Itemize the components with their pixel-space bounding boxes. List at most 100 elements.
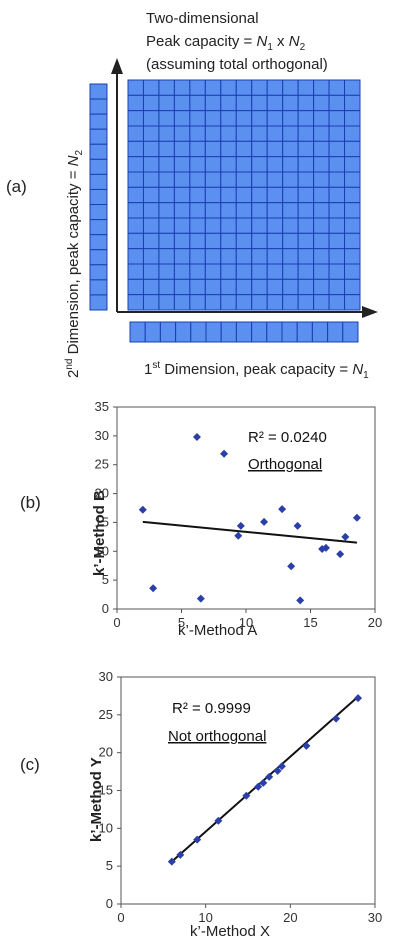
x-strip-cell (129, 321, 146, 343)
panel-b-plot-area: 0 5 10 15 20 25 30 35 0 5 10 15 20 (95, 399, 383, 630)
main-grid-cell (282, 217, 299, 234)
x-tick-label: 20 (368, 615, 382, 630)
data-point (352, 513, 361, 522)
main-grid-cell (235, 263, 253, 280)
main-grid-cell (173, 217, 191, 234)
x-strip-cell (144, 321, 161, 343)
main-grid-cell (173, 79, 191, 96)
panel-c-label: (c) (20, 755, 40, 774)
main-grid-cell (266, 156, 284, 173)
data-point (167, 857, 176, 866)
main-grid-cell (313, 248, 330, 265)
panel-b-scatter: (b) k’-Method B k’-Method A 0 5 10 15 20 25 30… (20, 399, 383, 639)
panel-a-y-strip (89, 83, 108, 311)
main-grid-cell (158, 94, 175, 112)
main-grid-cell (189, 79, 206, 96)
data-point (321, 543, 330, 552)
main-grid-cell (189, 232, 206, 250)
main-grid-cell (251, 171, 268, 188)
main-grid-cell (313, 232, 330, 250)
main-grid-cell (297, 125, 315, 142)
y-tick-label: 30 (95, 428, 109, 443)
main-grid-cell (220, 79, 237, 96)
main-grid-cell (220, 232, 237, 250)
main-grid-cell (173, 278, 191, 296)
data-point (220, 449, 229, 458)
main-grid-cell (235, 248, 253, 265)
x-strip-cell (235, 321, 253, 343)
main-grid-cell (328, 125, 346, 142)
main-grid-cell (173, 110, 191, 127)
main-grid-cell (158, 202, 175, 219)
main-grid-cell (328, 140, 346, 158)
data-point (296, 596, 305, 605)
y-tick-label: 0 (106, 896, 113, 911)
main-grid-cell (220, 278, 237, 296)
main-grid-cell (297, 156, 315, 173)
main-grid-cell (344, 94, 361, 112)
y-tick-label: 5 (106, 858, 113, 873)
data-point (242, 791, 251, 800)
main-grid-cell (235, 94, 253, 112)
panel-a-x-arrow (362, 306, 378, 318)
main-grid-cell (142, 232, 160, 250)
main-grid-cell (266, 202, 284, 219)
main-grid-cell (204, 278, 222, 296)
main-grid-cell (344, 186, 361, 204)
main-grid-cell (142, 79, 160, 96)
main-grid-cell (344, 125, 361, 142)
main-grid-cell (251, 156, 268, 173)
x-strip-cell (327, 321, 344, 343)
main-grid-cell (235, 294, 253, 311)
main-grid-cell (313, 278, 330, 296)
main-grid-cell (173, 171, 191, 188)
main-grid-cell (328, 232, 346, 250)
main-grid-cell (189, 171, 206, 188)
plot-frame (116, 406, 376, 610)
main-grid-cell (158, 232, 175, 250)
main-grid-cell (127, 186, 144, 204)
main-grid-cell (251, 263, 268, 280)
main-grid-cell (158, 140, 175, 158)
main-grid-cell (344, 110, 361, 127)
data-point (138, 505, 147, 514)
main-grid-cell (189, 263, 206, 280)
panel-b-orthogonal-label: Orthogonal (248, 456, 322, 473)
main-grid-cell (142, 202, 160, 219)
x-strip-cell (190, 321, 207, 343)
main-grid-cell (173, 263, 191, 280)
main-grid-cell (204, 94, 222, 112)
main-grid-cell (344, 263, 361, 280)
main-grid-cell (173, 125, 191, 142)
y-strip-cell (89, 249, 108, 266)
main-grid-cell (127, 140, 144, 158)
panel-c-r2-annotation: R² = 0.9999 (172, 700, 251, 717)
y-tick-label: 20 (95, 486, 109, 501)
panel-a-x-strip (129, 321, 359, 343)
main-grid-cell (297, 294, 315, 311)
main-grid-cell (189, 294, 206, 311)
y-tick-label: 0 (102, 601, 109, 616)
main-grid-cell (220, 110, 237, 127)
main-grid-cell (251, 202, 268, 219)
main-grid-cell (142, 248, 160, 265)
main-grid-cell (158, 294, 175, 311)
x-strip-cell (296, 321, 313, 343)
main-grid-cell (204, 232, 222, 250)
data-point (336, 550, 345, 559)
main-grid-cell (127, 94, 144, 112)
main-grid-cell (189, 94, 206, 112)
main-grid-cell (220, 263, 237, 280)
main-grid-cell (266, 140, 284, 158)
main-grid-cell (328, 263, 346, 280)
main-grid-cell (313, 79, 330, 96)
main-grid-cell (266, 232, 284, 250)
main-grid-cell (344, 248, 361, 265)
main-grid-cell (189, 248, 206, 265)
main-grid-cell (142, 294, 160, 311)
main-grid-cell (328, 79, 346, 96)
main-grid-cell (142, 94, 160, 112)
main-grid-cell (251, 125, 268, 142)
main-grid-cell (344, 140, 361, 158)
main-grid-cell (266, 110, 284, 127)
